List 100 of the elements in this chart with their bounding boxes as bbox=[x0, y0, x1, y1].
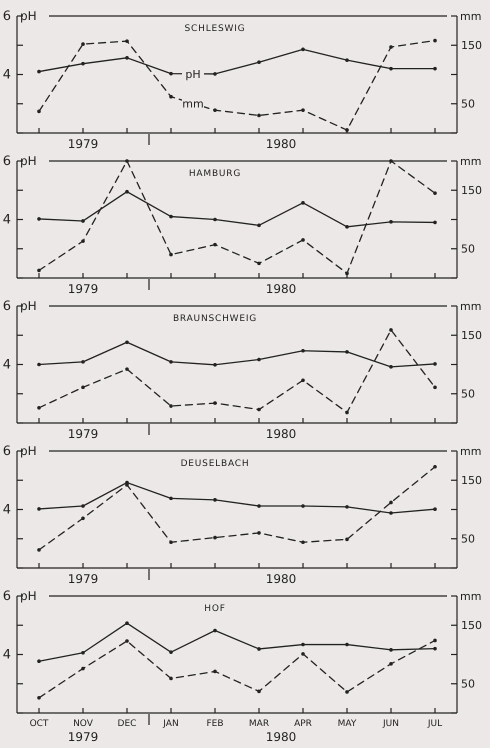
point bbox=[37, 406, 41, 410]
x-tick-label: FEB bbox=[206, 719, 224, 729]
y-axis-title: pH bbox=[20, 9, 37, 23]
y-tick-label: 4 bbox=[2, 358, 11, 373]
point bbox=[433, 507, 437, 512]
y-tick-label: 4 bbox=[2, 68, 11, 83]
point bbox=[81, 62, 85, 66]
x-tick-label: MAY bbox=[338, 719, 357, 729]
y2-axis-title: mm bbox=[460, 155, 482, 168]
point bbox=[301, 348, 305, 353]
point bbox=[37, 268, 41, 272]
point bbox=[433, 646, 437, 650]
point bbox=[81, 666, 85, 670]
point bbox=[213, 498, 217, 502]
y-tick-label: 4 bbox=[2, 212, 11, 228]
point bbox=[169, 214, 173, 218]
point bbox=[37, 548, 41, 552]
text: HAMBURG bbox=[188, 169, 242, 179]
y2-tick-label: 150 bbox=[461, 184, 482, 197]
point bbox=[37, 507, 41, 511]
point bbox=[389, 159, 393, 163]
x-tick-label: OCT bbox=[30, 719, 49, 729]
y-tick-label: 6 bbox=[2, 9, 11, 24]
point bbox=[257, 262, 261, 266]
point bbox=[125, 367, 129, 371]
point bbox=[37, 696, 41, 700]
y2-tick-label: 50 bbox=[461, 532, 475, 546]
text: 1979 bbox=[68, 572, 98, 586]
point bbox=[169, 540, 173, 544]
point bbox=[81, 219, 85, 223]
point bbox=[257, 60, 261, 64]
y2-tick-label: 50 bbox=[461, 677, 475, 690]
text: BRAUNSCHWEIG bbox=[172, 314, 258, 324]
point bbox=[213, 72, 217, 76]
point bbox=[389, 328, 393, 332]
x-tick-label: DEC bbox=[118, 719, 136, 729]
y-tick-label: 4 bbox=[2, 648, 11, 663]
point bbox=[257, 690, 261, 694]
y-axis-title: pH bbox=[20, 444, 37, 458]
point bbox=[169, 94, 173, 99]
series-label: pH bbox=[185, 68, 201, 81]
point bbox=[125, 639, 129, 643]
point bbox=[257, 224, 261, 228]
point bbox=[389, 662, 393, 666]
point bbox=[213, 670, 217, 674]
text: 1979 bbox=[68, 137, 98, 151]
y-tick-label: 6 bbox=[2, 154, 11, 170]
point bbox=[37, 110, 41, 114]
y-tick-label: 6 bbox=[2, 299, 11, 314]
y-tick-label: 4 bbox=[2, 502, 11, 518]
point bbox=[345, 225, 349, 229]
point bbox=[81, 386, 85, 390]
point bbox=[169, 676, 173, 680]
y2-tick-label: 150 bbox=[461, 38, 482, 52]
point bbox=[433, 220, 437, 224]
x-tick-label: MAR bbox=[248, 719, 270, 729]
point bbox=[389, 511, 393, 515]
point bbox=[301, 540, 305, 544]
y-axis-title: pH bbox=[20, 299, 37, 313]
point bbox=[433, 38, 437, 42]
point bbox=[389, 500, 393, 504]
y2-tick-label: 50 bbox=[461, 97, 475, 110]
point bbox=[81, 516, 85, 520]
point bbox=[433, 386, 437, 390]
x-tick-label: JUL bbox=[426, 719, 442, 729]
point bbox=[37, 217, 41, 221]
point bbox=[213, 362, 217, 367]
point bbox=[37, 362, 41, 366]
point bbox=[389, 220, 393, 224]
point bbox=[213, 401, 217, 405]
point bbox=[37, 659, 41, 664]
y-tick-label: 6 bbox=[2, 444, 11, 460]
point bbox=[345, 350, 349, 354]
point bbox=[433, 191, 437, 195]
point bbox=[213, 536, 217, 540]
point bbox=[389, 365, 393, 369]
point bbox=[433, 464, 437, 469]
point bbox=[301, 378, 305, 382]
line-series bbox=[37, 464, 437, 552]
point bbox=[257, 647, 261, 651]
point bbox=[301, 108, 305, 112]
y2-axis-title: mm bbox=[460, 590, 482, 603]
point bbox=[125, 483, 129, 487]
text: 1980 bbox=[266, 137, 296, 151]
text: SCHLESWIG bbox=[184, 24, 246, 34]
point bbox=[257, 408, 261, 412]
y2-tick-label: 50 bbox=[461, 387, 475, 400]
point bbox=[301, 504, 305, 508]
x-tick-label: APR bbox=[294, 719, 312, 729]
point bbox=[257, 531, 261, 535]
point bbox=[257, 358, 261, 362]
text: 1979 bbox=[68, 282, 98, 296]
y2-axis-title: mm bbox=[460, 10, 482, 23]
series-label: mm bbox=[182, 97, 204, 110]
point bbox=[345, 538, 349, 542]
point bbox=[345, 410, 349, 414]
text: 1980 bbox=[266, 730, 296, 744]
point bbox=[169, 360, 173, 364]
y2-tick-label: 150 bbox=[461, 328, 482, 342]
text: 1980 bbox=[266, 427, 296, 441]
